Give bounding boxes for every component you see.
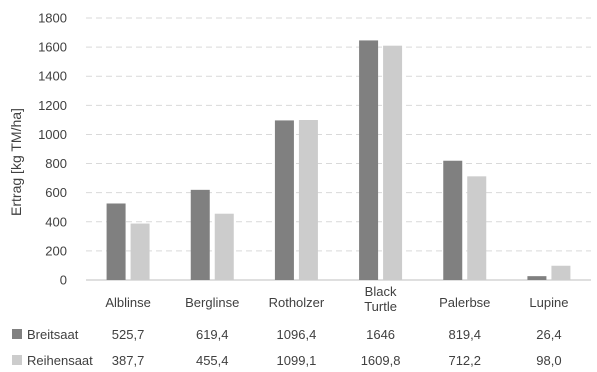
table-value: 712,2 (448, 353, 481, 368)
table-value: 525,7 (112, 327, 145, 342)
bar-reihensaat (299, 120, 318, 280)
legend-swatch-reihensaat (12, 355, 22, 365)
table-value: 26,4 (536, 327, 561, 342)
table-value: 98,0 (536, 353, 561, 368)
y-tick-label: 1400 (38, 69, 67, 84)
category-label: Rotholzer (269, 295, 325, 310)
bar-reihensaat (383, 46, 402, 280)
category-label: Palerbse (439, 295, 490, 310)
y-tick-label: 600 (45, 185, 67, 200)
bar-reihensaat (467, 176, 486, 280)
table-value: 819,4 (448, 327, 481, 342)
table-value: 387,7 (112, 353, 145, 368)
y-tick-label: 0 (60, 273, 67, 288)
table-value: 619,4 (196, 327, 229, 342)
gridlines (86, 18, 591, 280)
table-value: 455,4 (196, 353, 229, 368)
y-axis-ticks: 0 200 400 600 800 1000 1200 1400 1600 1800 (38, 11, 67, 288)
bar-reihensaat (131, 224, 150, 280)
y-tick-label: 1600 (38, 40, 67, 55)
data-table: Breitsaat 525,7 619,4 1096,4 1646 819,4 26,4 Re… (12, 327, 562, 368)
y-tick-label: 1000 (38, 127, 67, 142)
bar-breitsaat (359, 40, 378, 280)
y-tick-label: 200 (45, 243, 67, 258)
category-label: Lupine (529, 295, 568, 310)
legend-swatch-breitsaat (12, 329, 22, 339)
bar-reihensaat (551, 266, 570, 280)
table-value: 1099,1 (277, 353, 317, 368)
y-tick-label: 1200 (38, 98, 67, 113)
category-label: Black (365, 284, 397, 299)
y-tick-label: 1800 (38, 11, 67, 26)
category-label: Berglinse (185, 295, 239, 310)
y-tick-label: 400 (45, 214, 67, 229)
legend-label: Breitsaat (27, 327, 79, 342)
bar-breitsaat (443, 161, 462, 280)
bar-breitsaat (191, 190, 210, 280)
category-label: Turtle (364, 299, 397, 314)
y-tick-label: 800 (45, 156, 67, 171)
legend-label: Reihensaat (27, 353, 93, 368)
table-value: 1646 (366, 327, 395, 342)
table-value: 1609,8 (361, 353, 401, 368)
y-axis-label: Ertrag [kg TM/ha] (8, 108, 24, 216)
bar-breitsaat (107, 203, 126, 280)
bar-breitsaat (275, 120, 294, 280)
bar-breitsaat (527, 276, 546, 280)
bar-reihensaat (215, 214, 234, 280)
table-value: 1096,4 (277, 327, 317, 342)
category-label: Alblinse (105, 295, 151, 310)
